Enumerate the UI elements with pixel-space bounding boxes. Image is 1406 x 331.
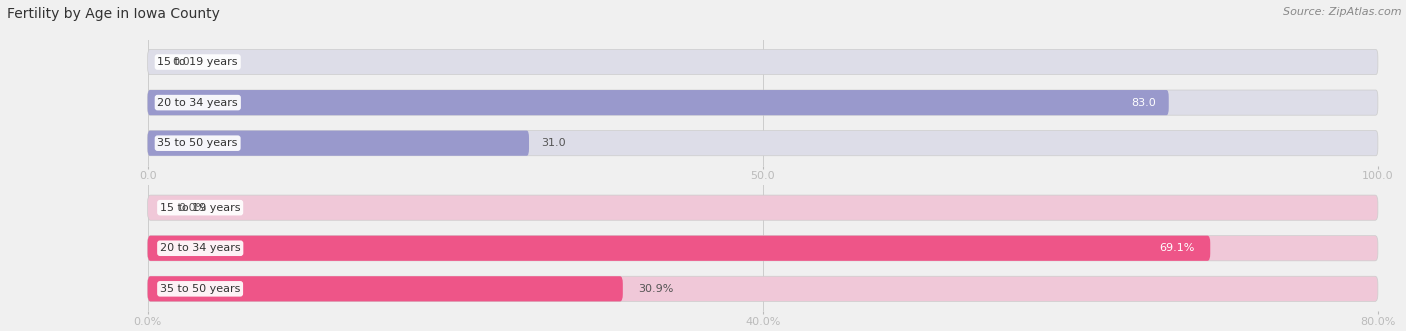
Text: 35 to 50 years: 35 to 50 years bbox=[157, 138, 238, 148]
Text: 69.1%: 69.1% bbox=[1160, 243, 1195, 253]
FancyBboxPatch shape bbox=[148, 49, 1378, 74]
Text: 20 to 34 years: 20 to 34 years bbox=[160, 243, 240, 253]
Text: 15 to 19 years: 15 to 19 years bbox=[157, 57, 238, 67]
Text: 0.0: 0.0 bbox=[172, 57, 190, 67]
Text: 20 to 34 years: 20 to 34 years bbox=[157, 98, 238, 108]
FancyBboxPatch shape bbox=[148, 276, 1378, 302]
FancyBboxPatch shape bbox=[148, 236, 1378, 261]
FancyBboxPatch shape bbox=[148, 236, 1211, 261]
FancyBboxPatch shape bbox=[148, 195, 1378, 220]
FancyBboxPatch shape bbox=[148, 131, 529, 156]
Text: 0.0%: 0.0% bbox=[179, 203, 207, 213]
FancyBboxPatch shape bbox=[148, 90, 1378, 115]
Text: 31.0: 31.0 bbox=[541, 138, 567, 148]
FancyBboxPatch shape bbox=[148, 90, 1168, 115]
Text: 83.0: 83.0 bbox=[1132, 98, 1156, 108]
Text: 30.9%: 30.9% bbox=[638, 284, 673, 294]
Text: 35 to 50 years: 35 to 50 years bbox=[160, 284, 240, 294]
Text: Source: ZipAtlas.com: Source: ZipAtlas.com bbox=[1284, 7, 1402, 17]
Text: Fertility by Age in Iowa County: Fertility by Age in Iowa County bbox=[7, 7, 219, 21]
FancyBboxPatch shape bbox=[148, 276, 623, 302]
FancyBboxPatch shape bbox=[148, 131, 1378, 156]
Text: 15 to 19 years: 15 to 19 years bbox=[160, 203, 240, 213]
